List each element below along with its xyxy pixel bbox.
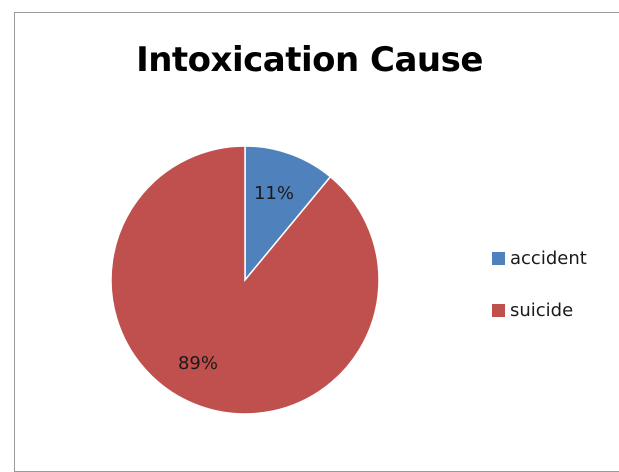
legend-swatch-suicide [492,303,505,317]
data-label-suicide: 89% [178,353,218,374]
legend-item-accident: accident [492,244,587,272]
pie-slice-accident [244,145,332,283]
pie-slices [110,145,380,415]
legend-label-accident: accident [510,247,587,269]
pie-slice-suicide [110,145,380,415]
legend: accident suicide [492,244,587,348]
legend-swatch-accident [492,251,505,265]
pie-chart: 11% 89% [110,145,380,415]
legend-label-suicide: suicide [510,299,574,321]
data-label-accident: 11% [254,183,294,204]
pie-data-labels: 11% 89% [178,183,294,374]
chart-title: Intoxication Cause [136,40,483,80]
legend-item-suicide: suicide [492,296,587,324]
